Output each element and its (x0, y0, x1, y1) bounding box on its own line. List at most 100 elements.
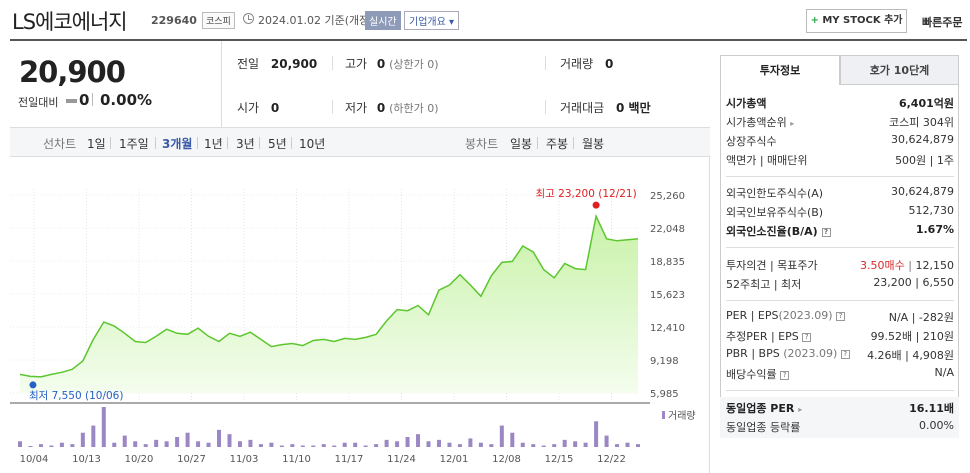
y-tick-label: 5,985 (650, 389, 679, 400)
divider (726, 247, 954, 248)
period-5y[interactable]: 5년 (268, 137, 287, 151)
volume-bar (70, 444, 75, 447)
volume-bar (143, 444, 148, 447)
volume-bar (573, 441, 578, 447)
volume-bar (489, 444, 494, 447)
reference-date: 2024.01.02 기준(개장전) (258, 14, 384, 27)
par-value-value: 500원 | 1주 (895, 154, 954, 167)
volume-bar (604, 435, 609, 447)
industry-per-value: 16.11배 (909, 402, 954, 415)
volume-bar (28, 446, 33, 447)
market-cap-row: 시가총액 6,401억원 (726, 95, 954, 113)
low-price: 저가 0 (하한가 0) (345, 99, 439, 116)
x-tick-label: 11/03 (230, 454, 259, 465)
company-name: LS에코에너지 (12, 10, 128, 34)
change-percent: 0.00% (100, 91, 153, 109)
candle-weekly[interactable]: 주봉 (546, 137, 569, 151)
volume-bar (175, 437, 180, 447)
realtime-button[interactable]: 실시간 (365, 11, 401, 30)
period-1d[interactable]: 1일 (87, 137, 106, 151)
divider (726, 390, 954, 391)
help-icon[interactable]: ? (836, 312, 846, 321)
foreign-ratio-label: 외국인소진율(B/A) ? (726, 223, 831, 239)
quick-order-link[interactable]: 빠른주문 (922, 16, 963, 29)
candle-chart-label: 봉차트 (465, 137, 499, 151)
x-tick-label: 12/01 (440, 454, 469, 465)
foreign-ratio-value: 1.67% (915, 223, 954, 236)
est-per-row: 추정PER | EPS ? 99.52배 | 210원 (726, 328, 954, 346)
help-icon[interactable]: ? (780, 371, 790, 380)
high-value: 0 (376, 57, 386, 71)
volume-bar (478, 442, 483, 447)
x-tick-label: 10/04 (20, 454, 49, 465)
company-info-dropdown[interactable]: 기업개요 ▾ (404, 11, 459, 30)
candle-monthly[interactable]: 월봉 (582, 137, 605, 151)
divider (726, 176, 954, 177)
change-label: 전일대비 (18, 96, 59, 109)
volume-bar (426, 441, 431, 447)
dividend-label: 배당수익률 ? (726, 366, 790, 382)
volume-bar (206, 442, 211, 447)
volume-bar (436, 439, 441, 447)
volume-bar (217, 429, 222, 447)
shares-row: 상장주식수 30,624,879 (726, 133, 954, 151)
industry-per-label: 동일업종 PER ▸ (726, 402, 803, 415)
amount-value: 0 백만 (616, 101, 651, 115)
period-10y[interactable]: 10년 (299, 137, 326, 151)
line-chart-label: 선차트 (43, 137, 77, 151)
volume-bar (416, 434, 421, 447)
caret-right-icon: ▸ (790, 119, 795, 128)
period-3y[interactable]: 3년 (236, 137, 255, 151)
lower-limit: (하한가 0) (389, 102, 439, 115)
high-label: 고가 (345, 57, 368, 71)
x-tick-label: 11/24 (387, 454, 416, 465)
52week-row: 52주최고 | 최저 23,200 | 6,550 (726, 276, 954, 294)
volume-bar (552, 444, 557, 447)
y-tick-label: 9,198 (650, 356, 679, 367)
amount-label: 거래대금 (560, 101, 605, 115)
help-icon[interactable]: ? (821, 228, 831, 237)
volume-bar (457, 444, 462, 447)
period-1y[interactable]: 1년 (204, 137, 223, 151)
pbr-label: PBR | BPS (2023.09) ? (726, 347, 850, 360)
help-icon[interactable]: ? (802, 333, 812, 342)
period-1w[interactable]: 1주일 (119, 137, 149, 151)
add-mystock-button[interactable]: + MY STOCK 추가 (806, 9, 907, 33)
tab-invest-info[interactable]: 투자정보 (720, 55, 840, 85)
plus-icon: + (810, 15, 819, 26)
trade-amount: 거래대금 0 백만 (560, 99, 651, 116)
upper-limit: (상한가 0) (389, 58, 439, 71)
price-line (19, 213, 639, 378)
foreign-hold-label: 외국인보유주식수(B) (726, 206, 824, 219)
volume-bar (164, 441, 169, 447)
foreign-hold-row: 외국인보유주식수(B) 512,730 (726, 204, 954, 222)
volume-bar (258, 444, 263, 447)
help-icon[interactable]: ? (840, 350, 850, 359)
volume-value: 0 (604, 57, 614, 71)
candle-daily[interactable]: 일봉 (510, 137, 533, 151)
tab-underline (840, 84, 959, 85)
volume-bar (395, 441, 400, 447)
volume-bar (363, 445, 368, 447)
est-per-label: 추정PER | EPS ? (726, 328, 812, 344)
divider (227, 137, 228, 149)
market-cap-rank-row[interactable]: 시가총액순위 ▸ 코스피 304위 (726, 114, 954, 132)
volume-legend-swatch (662, 411, 665, 419)
high-price: 고가 0 (상한가 0) (345, 55, 439, 72)
foreign-ratio-row: 외국인소진율(B/A) ? 1.67% (726, 223, 954, 241)
clock-icon (243, 13, 254, 24)
industry-per-row[interactable]: 동일업종 PER ▸ 16.11배 (726, 400, 954, 418)
low-label: 저가 (345, 101, 368, 115)
divider (291, 137, 292, 149)
divider (197, 137, 198, 149)
volume-bar (636, 444, 640, 447)
volume-bar (237, 441, 242, 447)
opinion-label: 투자의견 | 목표주가 (726, 259, 818, 272)
tab-orderbook[interactable]: 호가 10단계 (840, 55, 959, 85)
period-3m[interactable]: 3개월 (162, 137, 193, 151)
x-tick-label: 12/15 (545, 454, 574, 465)
x-tick-label: 10/13 (72, 454, 101, 465)
volume-bar (290, 444, 295, 447)
stock-code: 229640 (151, 14, 197, 27)
volume-bar (38, 444, 43, 447)
